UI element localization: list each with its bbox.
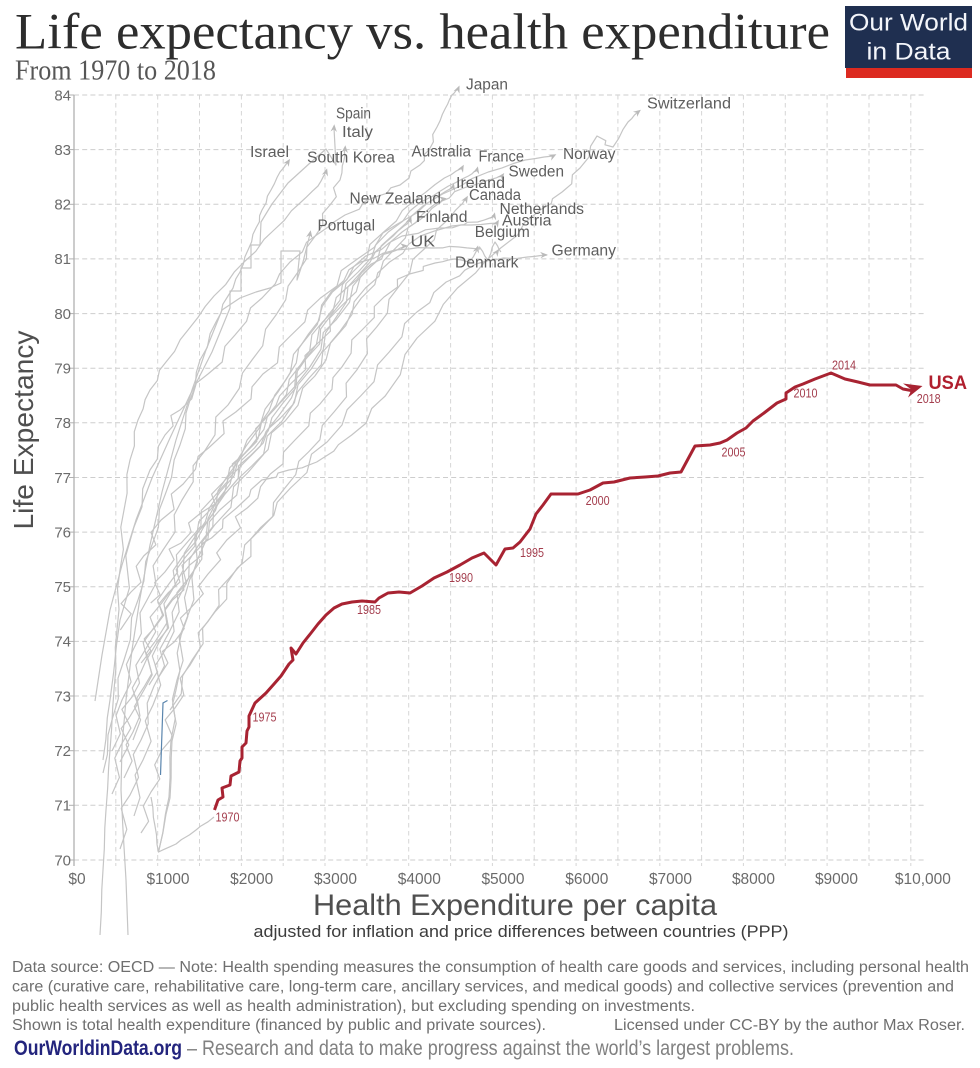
svg-text:72: 72 bbox=[54, 743, 71, 760]
svg-text:Sweden: Sweden bbox=[509, 164, 565, 181]
svg-text:1995: 1995 bbox=[520, 546, 544, 560]
svg-text:78: 78 bbox=[54, 415, 71, 432]
svg-text:Health Expenditure per capita: Health Expenditure per capita bbox=[313, 889, 717, 922]
svg-text:Israel: Israel bbox=[250, 144, 289, 161]
svg-text:Life Expectancy: Life Expectancy bbox=[8, 331, 39, 530]
svg-text:Norway: Norway bbox=[563, 146, 616, 163]
svg-text:Canada: Canada bbox=[469, 187, 521, 204]
svg-text:71: 71 bbox=[54, 798, 71, 815]
svg-text:2018: 2018 bbox=[917, 392, 941, 406]
svg-text:Austria: Austria bbox=[502, 213, 552, 230]
svg-text:$0: $0 bbox=[68, 871, 86, 888]
svg-text:care (curative care, rehabilit: care (curative care, rehabilitative care… bbox=[12, 978, 954, 995]
svg-text:Portugal: Portugal bbox=[318, 218, 376, 235]
svg-text:Netherlands: Netherlands bbox=[500, 201, 585, 218]
svg-text:Finland: Finland bbox=[416, 209, 468, 226]
svg-text:Spain: Spain bbox=[336, 106, 371, 123]
svg-text:Belgium: Belgium bbox=[475, 224, 530, 241]
svg-text:$9000: $9000 bbox=[815, 871, 858, 888]
svg-text:Shown is total health expendit: Shown is total health expenditure (finan… bbox=[12, 1017, 546, 1034]
svg-text:Data source: OECD — Note: Heal: Data source: OECD — Note: Health spendin… bbox=[12, 959, 969, 976]
svg-text:$7000: $7000 bbox=[649, 871, 692, 888]
svg-text:New Zealand: New Zealand bbox=[350, 191, 442, 208]
svg-text:$3000: $3000 bbox=[314, 871, 357, 888]
svg-text:83: 83 bbox=[54, 142, 71, 159]
svg-text:82: 82 bbox=[54, 197, 71, 214]
svg-text:Ireland: Ireland bbox=[456, 175, 505, 192]
svg-text:$10,000: $10,000 bbox=[895, 871, 951, 888]
svg-text:South Korea: South Korea bbox=[307, 150, 395, 167]
svg-text:2014: 2014 bbox=[832, 359, 856, 373]
svg-text:77: 77 bbox=[54, 470, 71, 487]
svg-text:74: 74 bbox=[54, 634, 71, 651]
svg-text:2000: 2000 bbox=[586, 494, 610, 508]
svg-text:81: 81 bbox=[54, 251, 71, 268]
svg-text:$2000: $2000 bbox=[230, 871, 273, 888]
svg-text:Australia: Australia bbox=[412, 144, 472, 161]
svg-text:2010: 2010 bbox=[794, 386, 818, 400]
svg-text:80: 80 bbox=[54, 306, 71, 323]
svg-text:$6000: $6000 bbox=[565, 871, 608, 888]
svg-text:France: France bbox=[479, 149, 525, 166]
svg-text:76: 76 bbox=[54, 524, 71, 541]
svg-text:Licensed under CC-BY by the au: Licensed under CC-BY by the author Max R… bbox=[614, 1017, 965, 1034]
svg-text:Life expectancy vs. health exp: Life expectancy vs. health expenditure bbox=[15, 5, 830, 61]
svg-text:OurWorldinData.org – Research: OurWorldinData.org – Research and data t… bbox=[14, 1037, 794, 1060]
svg-text:70: 70 bbox=[54, 852, 71, 869]
svg-text:79: 79 bbox=[54, 361, 71, 378]
svg-text:UK: UK bbox=[411, 234, 436, 251]
svg-text:1990: 1990 bbox=[449, 571, 473, 585]
svg-text:1985: 1985 bbox=[357, 603, 381, 617]
svg-text:1970: 1970 bbox=[216, 811, 240, 825]
svg-text:Switzerland: Switzerland bbox=[647, 96, 731, 113]
svg-text:$5000: $5000 bbox=[481, 871, 524, 888]
svg-text:public health services as well: public health services as well as health… bbox=[12, 998, 695, 1015]
svg-text:From 1970 to 2018: From 1970 to 2018 bbox=[15, 55, 216, 86]
svg-text:Our World: Our World bbox=[849, 10, 968, 37]
svg-text:Italy: Italy bbox=[342, 124, 373, 141]
svg-text:adjusted for inflation and pri: adjusted for inflation and price differe… bbox=[254, 922, 789, 941]
svg-text:2005: 2005 bbox=[722, 445, 746, 459]
svg-text:in Data: in Data bbox=[867, 39, 952, 66]
svg-text:$4000: $4000 bbox=[398, 871, 441, 888]
svg-text:Japan: Japan bbox=[466, 77, 508, 94]
svg-text:73: 73 bbox=[54, 688, 71, 705]
svg-text:84: 84 bbox=[54, 87, 71, 104]
svg-text:75: 75 bbox=[54, 579, 71, 596]
svg-text:$8000: $8000 bbox=[732, 871, 775, 888]
svg-text:1975: 1975 bbox=[253, 710, 277, 724]
svg-text:Germany: Germany bbox=[552, 243, 617, 260]
svg-text:USA: USA bbox=[929, 372, 968, 394]
svg-text:Denmark: Denmark bbox=[455, 255, 519, 272]
svg-text:$1000: $1000 bbox=[146, 871, 189, 888]
